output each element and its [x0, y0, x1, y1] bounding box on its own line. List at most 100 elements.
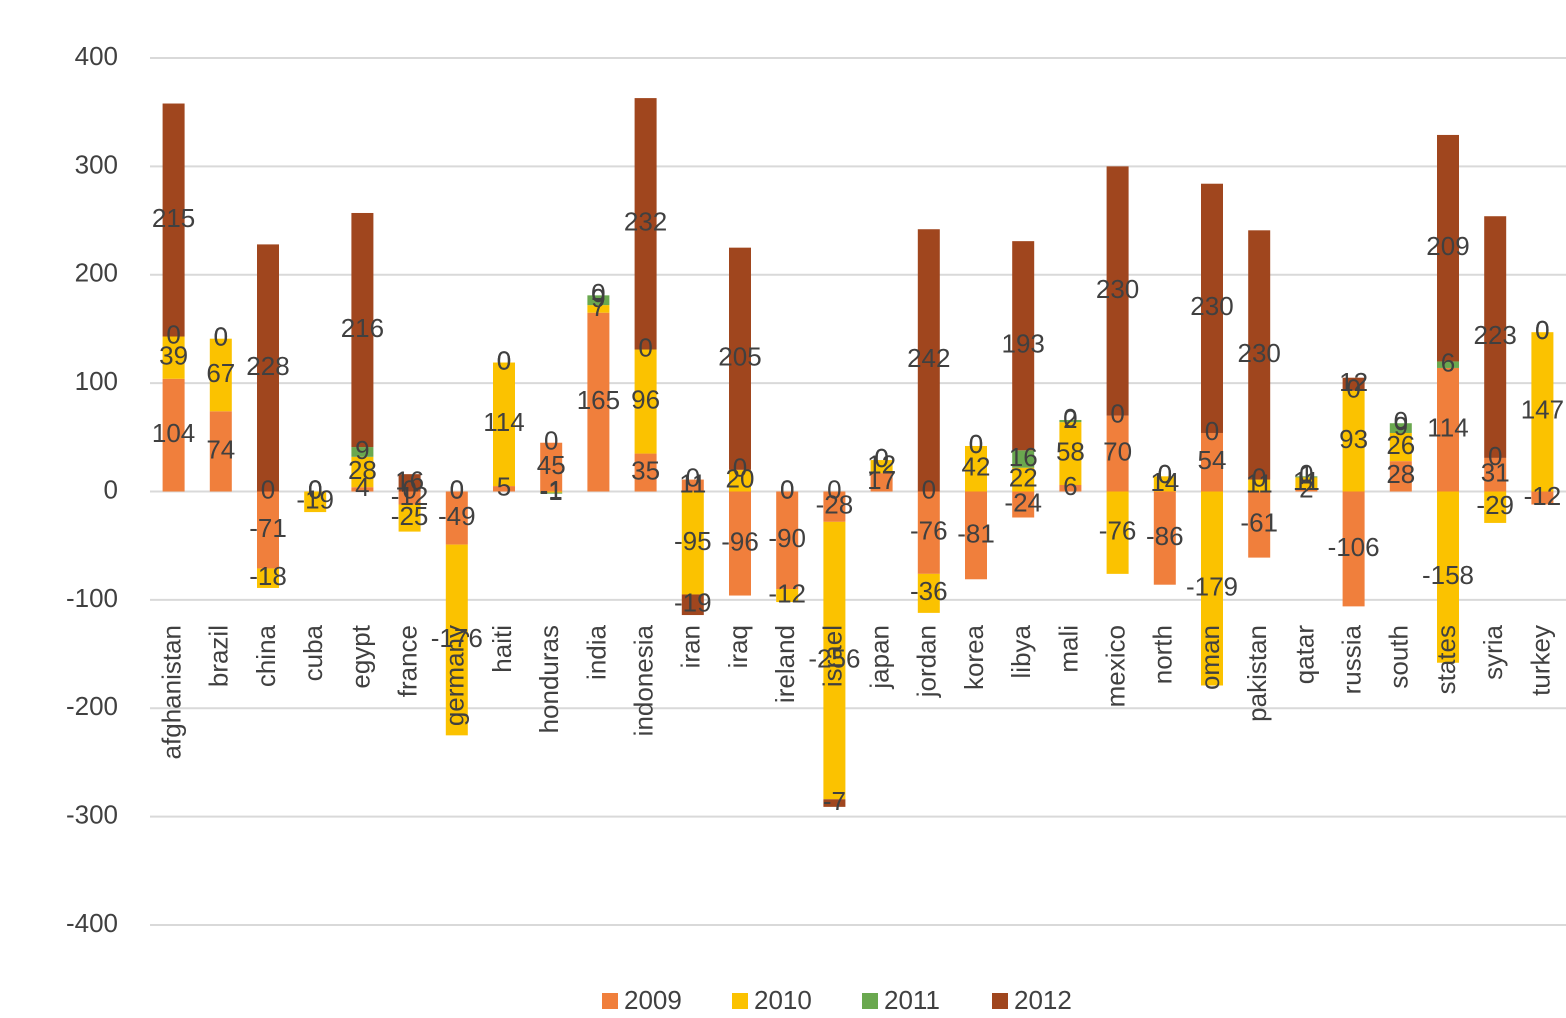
x-tick-label: jordan	[912, 625, 942, 698]
data-label: 114	[483, 407, 524, 437]
bar-segment	[540, 492, 563, 494]
bar-segment	[162, 336, 185, 379]
data-label: 205	[718, 342, 761, 372]
x-tick-label: germany	[440, 625, 470, 726]
x-tick-label: cuba	[298, 624, 328, 681]
bar-segment	[398, 504, 421, 532]
bar-segment	[776, 589, 799, 603]
data-label: 11	[1246, 468, 1273, 498]
data-label: -12	[391, 481, 429, 511]
bar-segment	[870, 460, 893, 474]
bar-segment	[1012, 467, 1035, 492]
data-label: 0	[1346, 374, 1360, 404]
bar-segment	[729, 491, 751, 596]
data-label: 230	[1190, 291, 1233, 321]
data-label: -71	[249, 513, 287, 543]
bar-segment	[1201, 183, 1223, 433]
data-label: 28	[348, 455, 377, 485]
x-tick-label: egypt	[345, 624, 375, 688]
bar-segment	[1012, 241, 1035, 451]
data-label: 0	[591, 278, 605, 308]
legend-label: 2009	[624, 985, 682, 1015]
data-label: 0	[544, 426, 558, 456]
data-label: -158	[1422, 560, 1474, 590]
bar-segment	[351, 212, 374, 448]
x-tick-label: brazil	[204, 625, 234, 687]
data-label: 16	[1009, 442, 1038, 472]
legend-label: 2010	[754, 985, 812, 1015]
bar-segment	[729, 247, 751, 470]
data-label: 114	[1427, 413, 1468, 443]
data-label: 209	[1426, 231, 1469, 261]
y-tick-label: -400	[66, 908, 118, 938]
bar-segment	[209, 338, 232, 412]
x-tick-label: pakistan	[1242, 625, 1272, 722]
data-label: 0	[780, 474, 794, 504]
data-label: 0	[969, 429, 983, 459]
data-label: 0	[1535, 315, 1549, 345]
bar-segment	[1106, 166, 1129, 416]
data-label: -96	[721, 526, 759, 556]
data-label: 6	[1441, 348, 1455, 378]
legend-item: 2012	[992, 985, 1072, 1015]
data-label: 22	[1009, 462, 1038, 492]
data-label: -25	[391, 501, 429, 531]
data-label: 74	[206, 434, 235, 464]
data-label: -24	[1004, 487, 1042, 517]
data-label: -176	[431, 623, 483, 653]
bar-segment	[776, 491, 799, 590]
data-label: 0	[733, 453, 747, 483]
data-label: -19	[296, 485, 334, 515]
bar-segment	[1437, 367, 1459, 492]
data-label: 0	[1535, 315, 1549, 345]
data-label: 12	[1339, 367, 1368, 397]
data-label: -1	[540, 476, 563, 506]
data-label: 9	[355, 435, 369, 465]
bar-segment	[1153, 491, 1176, 585]
data-label: 0	[1205, 416, 1219, 446]
data-label: 0	[214, 322, 228, 352]
bar-segment	[917, 573, 940, 613]
bar-segment	[1106, 491, 1129, 574]
data-label: 58	[1056, 436, 1085, 466]
data-label: 0	[402, 474, 416, 504]
data-label: 0	[1488, 441, 1502, 471]
bar-segment	[634, 98, 657, 350]
bar-segment	[304, 491, 327, 513]
bar-segment	[1248, 230, 1271, 480]
bar-segment	[681, 491, 704, 595]
data-label: -81	[957, 518, 995, 548]
x-tick-label: oman	[1195, 625, 1225, 690]
data-label: 0	[1158, 459, 1172, 489]
data-label: -7	[823, 786, 846, 816]
bar-segment	[917, 229, 940, 492]
bar-segment	[351, 447, 374, 457]
data-label: 0	[780, 474, 794, 504]
bar-segment	[1484, 216, 1507, 458]
bar-segment	[1059, 419, 1082, 423]
data-label: 223	[1474, 320, 1517, 350]
data-label: 12	[867, 449, 896, 479]
data-label: -1	[540, 475, 563, 505]
bar-segment	[823, 799, 846, 807]
data-label: -49	[438, 501, 476, 531]
data-label: 39	[159, 341, 188, 371]
bar-segment	[540, 491, 563, 493]
y-tick-label: 0	[104, 474, 118, 504]
legend-label: 2011	[884, 985, 940, 1015]
legend-item: 2009	[602, 985, 682, 1015]
legend-swatch	[602, 993, 618, 1009]
bar-segment	[634, 453, 657, 492]
data-label: 216	[341, 313, 384, 343]
data-label: 28	[1386, 459, 1415, 489]
data-label: -12	[1524, 481, 1562, 511]
bar-segment	[681, 594, 704, 616]
data-label: -76	[1099, 516, 1137, 546]
bar-segment	[493, 362, 515, 487]
bar-segment	[1201, 491, 1223, 686]
bar-segment	[257, 491, 279, 569]
x-tick-label: libya	[1006, 624, 1036, 678]
x-tick-label: syria	[1478, 624, 1508, 679]
y-tick-label: -300	[66, 800, 118, 830]
data-label: 93	[1339, 424, 1368, 454]
